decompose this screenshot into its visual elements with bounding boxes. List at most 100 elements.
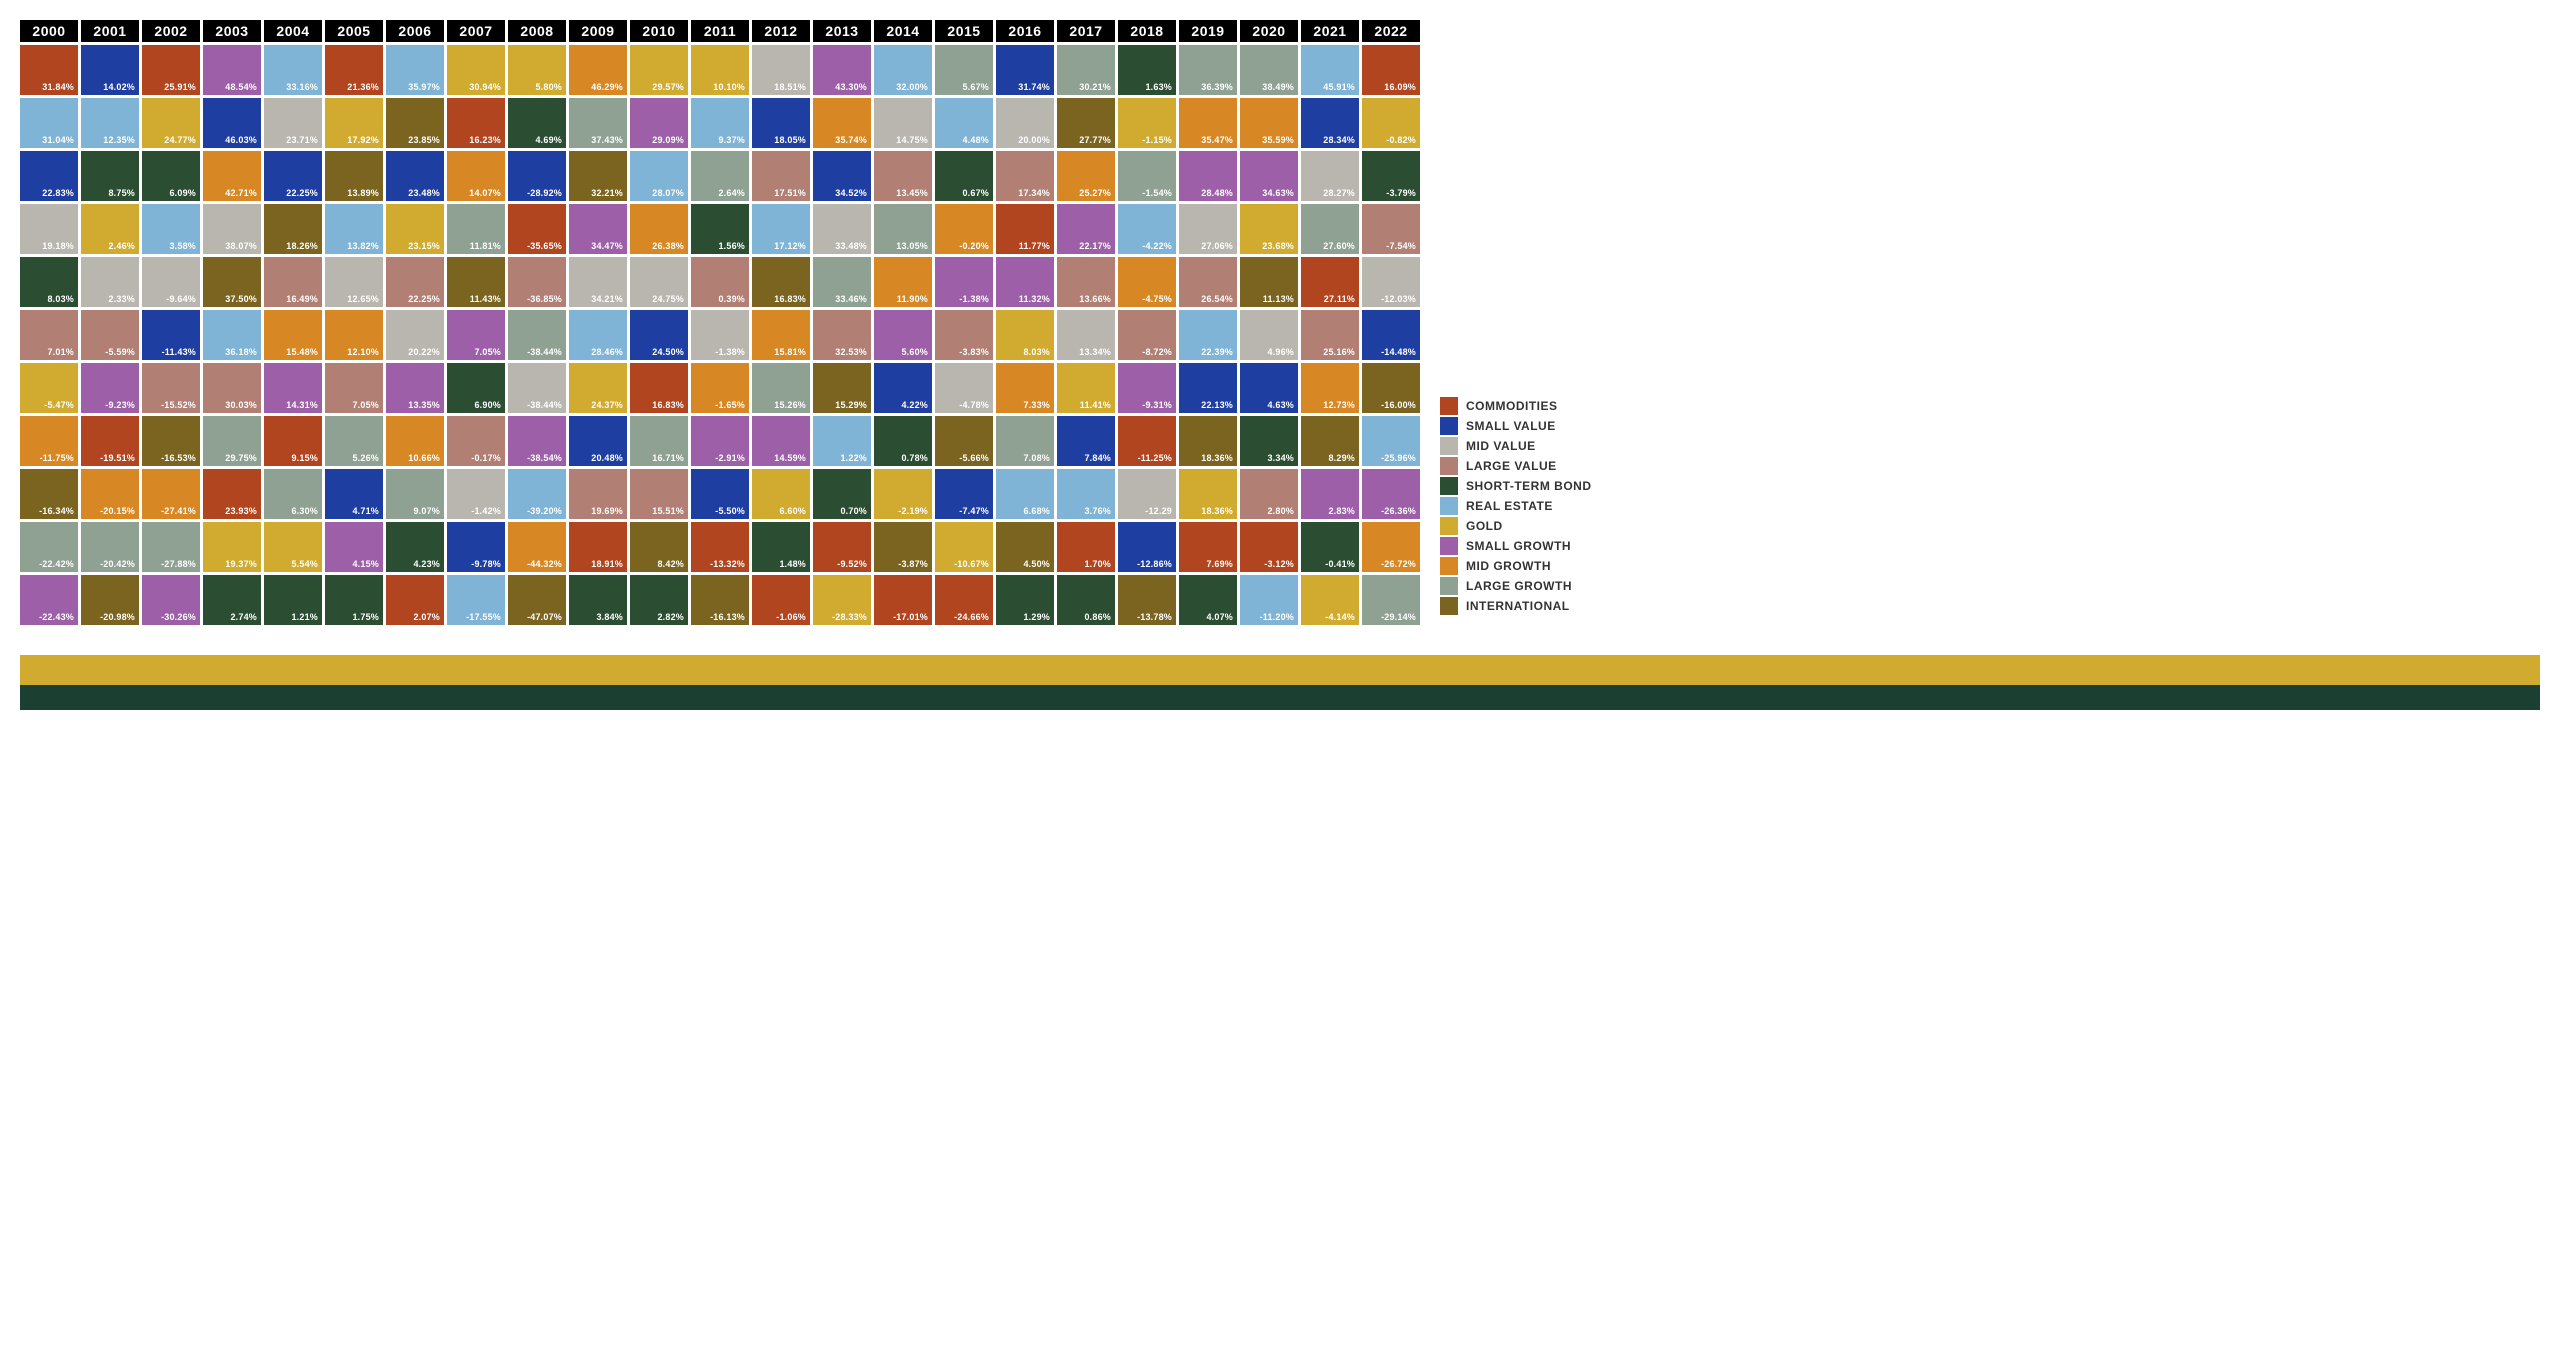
cell-value: 11.81% bbox=[470, 241, 501, 251]
cell-value: 1.75% bbox=[352, 612, 379, 622]
quilt-cell: 13.66% bbox=[1057, 257, 1115, 307]
quilt-cell: -5.50% bbox=[691, 469, 749, 519]
quilt-cell: 6.60% bbox=[752, 469, 810, 519]
quilt-cell: -20.42% bbox=[81, 522, 139, 572]
quilt-cell: 1.29% bbox=[996, 575, 1054, 625]
cell-value: -16.34% bbox=[39, 506, 74, 516]
cell-value: -39.20% bbox=[527, 506, 562, 516]
cell-value: 20.00% bbox=[1018, 135, 1050, 145]
quilt-cell: 16.23% bbox=[447, 98, 505, 148]
quilt-cell: 11.77% bbox=[996, 204, 1054, 254]
cell-value: 6.60% bbox=[779, 506, 806, 516]
cell-value: 22.83% bbox=[42, 188, 74, 198]
cell-value: 12.65% bbox=[347, 294, 379, 304]
cell-value: 7.08% bbox=[1023, 453, 1050, 463]
quilt-cell: 15.81% bbox=[752, 310, 810, 360]
quilt-cell: -7.54% bbox=[1362, 204, 1420, 254]
cell-value: 26.54% bbox=[1201, 294, 1233, 304]
cell-value: 12.10% bbox=[347, 347, 379, 357]
cell-value: 4.69% bbox=[535, 135, 562, 145]
quilt-cell: -1.38% bbox=[935, 257, 993, 307]
quilt-cell: 25.27% bbox=[1057, 151, 1115, 201]
cell-value: 29.09% bbox=[652, 135, 684, 145]
quilt-cell: 17.12% bbox=[752, 204, 810, 254]
quilt-cell: 1.70% bbox=[1057, 522, 1115, 572]
year-header: 2020 bbox=[1240, 20, 1298, 42]
cell-value: 20.48% bbox=[591, 453, 623, 463]
cell-value: 36.39% bbox=[1201, 82, 1233, 92]
cell-value: 7.01% bbox=[47, 347, 74, 357]
cell-value: 35.59% bbox=[1262, 135, 1294, 145]
legend-swatch bbox=[1440, 597, 1458, 615]
cell-value: 2.46% bbox=[108, 241, 135, 251]
cell-value: -8.72% bbox=[1142, 347, 1172, 357]
legend-swatch bbox=[1440, 457, 1458, 475]
cell-value: 4.96% bbox=[1267, 347, 1294, 357]
quilt-cell: 27.77% bbox=[1057, 98, 1115, 148]
cell-value: 7.84% bbox=[1084, 453, 1111, 463]
cell-value: 22.39% bbox=[1201, 347, 1233, 357]
cell-value: -38.44% bbox=[527, 347, 562, 357]
cell-value: 23.71% bbox=[286, 135, 318, 145]
cell-value: -28.33% bbox=[832, 612, 867, 622]
quilt-cell: 19.18% bbox=[20, 204, 78, 254]
quilt-cell: 4.22% bbox=[874, 363, 932, 413]
cell-value: 15.48% bbox=[286, 347, 318, 357]
quilt-cell: 37.43% bbox=[569, 98, 627, 148]
cell-value: 32.53% bbox=[835, 347, 867, 357]
cell-value: 2.07% bbox=[413, 612, 440, 622]
cell-value: -17.55% bbox=[466, 612, 501, 622]
cell-value: 27.60% bbox=[1323, 241, 1355, 251]
quilt-cell: 29.75% bbox=[203, 416, 261, 466]
quilt-cell: -12.03% bbox=[1362, 257, 1420, 307]
cell-value: 28.07% bbox=[652, 188, 684, 198]
cell-value: -2.91% bbox=[715, 453, 745, 463]
cell-value: -38.54% bbox=[527, 453, 562, 463]
cell-value: 16.09% bbox=[1384, 82, 1416, 92]
quilt-cell: -44.32% bbox=[508, 522, 566, 572]
quilt-cell: -1.54% bbox=[1118, 151, 1176, 201]
cell-value: 5.60% bbox=[901, 347, 928, 357]
quilt-cell: -26.36% bbox=[1362, 469, 1420, 519]
cell-value: 16.49% bbox=[286, 294, 318, 304]
quilt-cell: 29.57% bbox=[630, 45, 688, 95]
cell-value: -26.72% bbox=[1381, 559, 1416, 569]
cell-value: 7.05% bbox=[474, 347, 501, 357]
cell-value: 28.27% bbox=[1323, 188, 1355, 198]
cell-value: -7.54% bbox=[1386, 241, 1416, 251]
quilt-cell: -28.92% bbox=[508, 151, 566, 201]
quilt-cell: -12.29 bbox=[1118, 469, 1176, 519]
quilt-cell: -8.72% bbox=[1118, 310, 1176, 360]
cell-value: -3.83% bbox=[959, 347, 989, 357]
quilt-cell: -16.34% bbox=[20, 469, 78, 519]
cell-value: -25.96% bbox=[1381, 453, 1416, 463]
year-header: 2010 bbox=[630, 20, 688, 42]
cell-value: 33.48% bbox=[835, 241, 867, 251]
quilt-cell: -36.85% bbox=[508, 257, 566, 307]
cell-value: -16.53% bbox=[161, 453, 196, 463]
quilt-cell: 8.42% bbox=[630, 522, 688, 572]
quilt-cell: 28.27% bbox=[1301, 151, 1359, 201]
cell-value: -9.52% bbox=[837, 559, 867, 569]
cell-value: 37.43% bbox=[591, 135, 623, 145]
cell-value: 13.89% bbox=[347, 188, 379, 198]
legend-item: MID VALUE bbox=[1440, 437, 1592, 455]
cell-value: 42.71% bbox=[225, 188, 257, 198]
cell-value: 6.68% bbox=[1023, 506, 1050, 516]
cell-value: 0.86% bbox=[1084, 612, 1111, 622]
quilt-cell: 7.08% bbox=[996, 416, 1054, 466]
quilt-cell: -4.75% bbox=[1118, 257, 1176, 307]
year-header: 2005 bbox=[325, 20, 383, 42]
cell-value: 6.30% bbox=[291, 506, 318, 516]
quilt-cell: -4.14% bbox=[1301, 575, 1359, 625]
legend-item: GOLD bbox=[1440, 517, 1592, 535]
legend-swatch bbox=[1440, 437, 1458, 455]
cell-value: 1.48% bbox=[779, 559, 806, 569]
quilt-cell: 33.46% bbox=[813, 257, 871, 307]
cell-value: 11.13% bbox=[1263, 294, 1294, 304]
legend-label: GOLD bbox=[1466, 519, 1503, 533]
quilt-cell: 32.53% bbox=[813, 310, 871, 360]
quilt-cell: -0.82% bbox=[1362, 98, 1420, 148]
cell-value: -11.75% bbox=[40, 453, 74, 463]
quilt-cell: 15.26% bbox=[752, 363, 810, 413]
